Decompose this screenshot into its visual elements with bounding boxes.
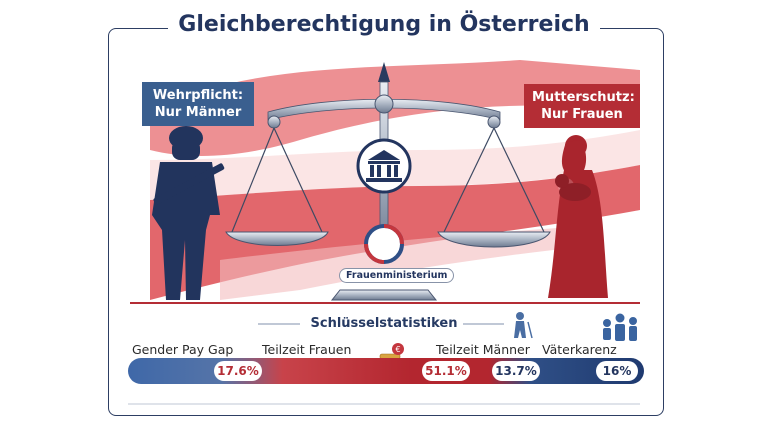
balance-scale — [225, 62, 551, 301]
stat-value-part-time-women: 51.1% — [422, 361, 470, 381]
stat-label-part-time-men: Teilzeit Männer — [436, 342, 530, 357]
tag-maternity: Mutterschutz: Nur Frauen — [524, 84, 640, 128]
svg-text:€: € — [395, 345, 400, 354]
section-title: Schlüsselstatistiken — [0, 316, 768, 331]
stat-label-part-time-women: Teilzeit Frauen — [262, 342, 352, 357]
stat-value-pay-gap: 17.6% — [214, 361, 262, 381]
stat-bar — [128, 358, 644, 384]
stat-label-paternity-leave: Väterkarenz — [542, 342, 617, 357]
ministry-label: Frauenministerium — [339, 268, 455, 283]
page-title: Gleichberechtigung in Österreich — [0, 12, 768, 37]
stat-value-paternity-leave: 16% — [596, 361, 638, 381]
soldier-silhouette — [152, 126, 225, 300]
tag-conscription: Wehrpflicht: Nur Männer — [142, 82, 254, 126]
family-icon — [603, 313, 637, 341]
elderly-person-icon — [514, 312, 533, 339]
stat-label-pay-gap: Gender Pay Gap — [132, 342, 234, 357]
mother-with-baby-silhouette — [548, 135, 608, 298]
stat-value-part-time-men: 13.7% — [492, 361, 540, 381]
government-building-icon — [366, 150, 402, 182]
